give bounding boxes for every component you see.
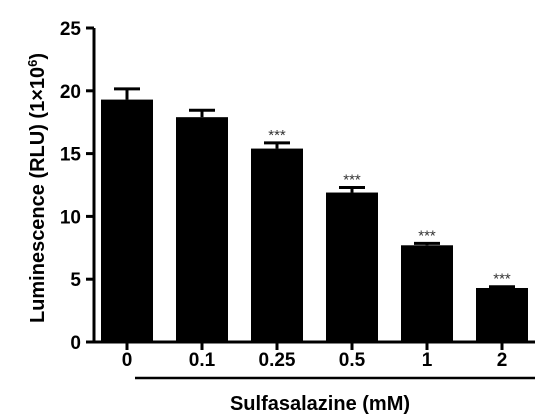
y-axis-title-superscript: 6 (25, 60, 40, 67)
y-tick-label: 0 (70, 333, 81, 354)
bar (251, 148, 303, 342)
x-axis-title: Sulfasalazine (mM) (230, 393, 410, 415)
chart-bars (101, 87, 528, 343)
x-tick-label: 0 (122, 350, 133, 371)
y-tick-label: 5 (70, 270, 81, 291)
significance-label: *** (268, 127, 286, 144)
x-tick-label: 0.25 (259, 350, 296, 371)
x-tick-label: 0.5 (339, 350, 366, 371)
chart-labels: 0 5 10 15 20 25 0 0.1 0.25 *** 0.5 *** 1 *** 2 *** (60, 19, 511, 371)
significance-label: *** (343, 172, 361, 189)
x-tick-label: 0.1 (189, 350, 216, 371)
y-tick-label: 25 (60, 19, 82, 40)
bar (401, 245, 453, 342)
chart-axes (86, 26, 535, 380)
y-tick-label: 15 (60, 145, 82, 166)
significance-label: *** (493, 271, 511, 288)
y-tick-label: 20 (60, 82, 81, 103)
x-tick-label: 2 (497, 350, 508, 371)
y-axis-title-close: ) (27, 53, 49, 60)
bar (176, 117, 228, 343)
bar (476, 287, 528, 342)
significance-label: *** (418, 227, 436, 244)
bar (326, 192, 378, 342)
x-tick-label: 1 (422, 350, 433, 371)
y-axis-title: Luminescence (RLU) (1×106) (25, 53, 49, 323)
y-axis-title-main: Luminescence (RLU) (1×10 (27, 67, 49, 323)
y-tick-label: 10 (60, 207, 81, 228)
bar (101, 99, 153, 342)
